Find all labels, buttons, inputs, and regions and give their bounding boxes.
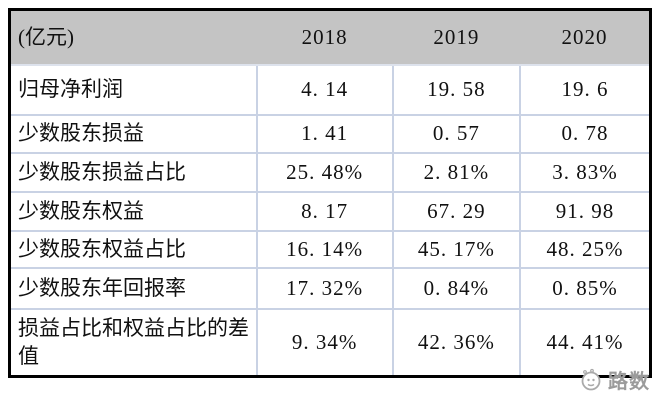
value-cell: 67. 29: [391, 191, 522, 232]
value-cell: 91. 98: [519, 191, 649, 232]
value-cell: 0. 57: [391, 114, 522, 154]
value-cell: 3. 83%: [519, 152, 649, 193]
year-header-2019: 2019: [392, 11, 521, 66]
lushu-logo-icon: [581, 368, 601, 390]
row-label: 归母净利润: [11, 64, 258, 116]
row-label: 少数股东权益: [11, 191, 258, 232]
table-row: 归母净利润 4. 14 19. 58 19. 6: [11, 64, 649, 116]
row-label: 少数股东权益占比: [11, 230, 258, 269]
watermark-text: 路数: [608, 371, 650, 393]
table-row: 少数股东损益占比 25. 48% 2. 81% 3. 83%: [11, 152, 649, 193]
year-header-2020: 2020: [520, 11, 649, 66]
value-cell: 8. 17: [255, 191, 394, 232]
value-cell: 4. 14: [255, 64, 394, 116]
value-cell: 1. 41: [255, 114, 394, 154]
row-label: 少数股东损益占比: [11, 152, 258, 193]
table-row: 少数股东损益 1. 41 0. 57 0. 78: [11, 114, 649, 154]
table-row: 损益占比和权益占比的差值 9. 34% 42. 36% 44. 41%: [11, 308, 649, 375]
header-row: (亿元) 2018 2019 2020: [11, 11, 649, 66]
financial-table-frame: (亿元) 2018 2019 2020 归母净利润 4. 14 19. 58 1…: [8, 8, 652, 378]
value-cell: 44. 41%: [519, 308, 649, 375]
value-cell: 17. 32%: [255, 267, 394, 310]
value-cell: 0. 85%: [519, 267, 649, 310]
row-label: 少数股东年回报率: [11, 267, 258, 310]
value-cell: 45. 17%: [391, 230, 522, 269]
year-header-2018: 2018: [256, 11, 393, 66]
row-label: 少数股东损益: [11, 114, 258, 154]
value-cell: 19. 6: [519, 64, 649, 116]
value-cell: 25. 48%: [255, 152, 394, 193]
minority-interest-table: (亿元) 2018 2019 2020 归母净利润 4. 14 19. 58 1…: [11, 11, 649, 375]
value-cell: 2. 81%: [391, 152, 522, 193]
value-cell: 0. 84%: [391, 267, 522, 310]
table-row: 少数股东权益占比 16. 14% 45. 17% 48. 25%: [11, 230, 649, 269]
value-cell: 9. 34%: [255, 308, 394, 375]
row-label: 损益占比和权益占比的差值: [11, 308, 258, 375]
value-cell: 42. 36%: [391, 308, 522, 375]
table-row: 少数股东年回报率 17. 32% 0. 84% 0. 85%: [11, 267, 649, 310]
watermark: 路数: [579, 365, 650, 394]
table-row: 少数股东权益 8. 17 67. 29 91. 98: [11, 191, 649, 232]
unit-header-cell: (亿元): [11, 11, 257, 66]
value-cell: 16. 14%: [255, 230, 394, 269]
value-cell: 0. 78: [519, 114, 649, 154]
value-cell: 19. 58: [391, 64, 522, 116]
value-cell: 48. 25%: [519, 230, 649, 269]
